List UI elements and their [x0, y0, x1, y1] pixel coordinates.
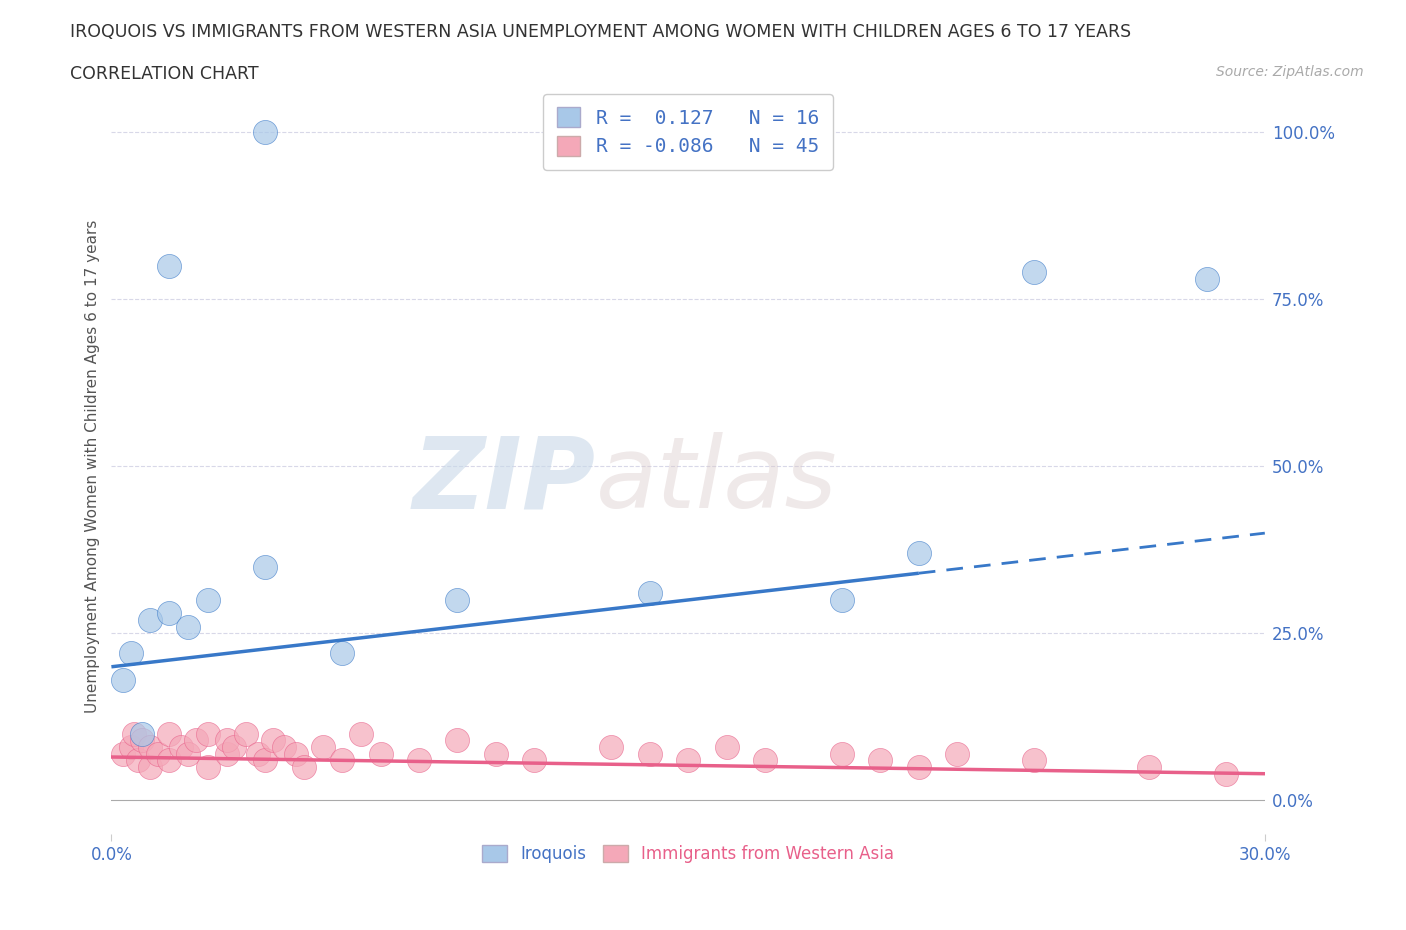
Point — [246, 746, 269, 761]
Point — [124, 726, 146, 741]
Point — [1139, 760, 1161, 775]
Text: Source: ZipAtlas.com: Source: ZipAtlas.com — [1216, 65, 1364, 79]
Point — [408, 753, 430, 768]
Point — [638, 746, 661, 761]
Point — [120, 739, 142, 754]
Point — [131, 733, 153, 748]
Point — [1215, 766, 1237, 781]
Point — [139, 760, 162, 775]
Point — [235, 726, 257, 741]
Point — [169, 739, 191, 754]
Point — [254, 125, 277, 140]
Text: CORRELATION CHART: CORRELATION CHART — [70, 65, 259, 83]
Point — [215, 746, 238, 761]
Point — [638, 586, 661, 601]
Point — [485, 746, 508, 761]
Point — [111, 746, 134, 761]
Point — [131, 726, 153, 741]
Point — [716, 739, 738, 754]
Legend: Iroquois, Immigrants from Western Asia: Iroquois, Immigrants from Western Asia — [475, 838, 901, 870]
Point — [523, 753, 546, 768]
Point — [330, 646, 353, 661]
Point — [215, 733, 238, 748]
Point — [831, 592, 853, 607]
Point — [111, 672, 134, 687]
Point — [157, 605, 180, 620]
Point — [197, 592, 219, 607]
Point — [676, 753, 699, 768]
Point — [254, 559, 277, 574]
Point — [177, 746, 200, 761]
Point — [1024, 265, 1046, 280]
Point — [262, 733, 284, 748]
Point — [157, 726, 180, 741]
Point — [446, 592, 468, 607]
Point — [907, 760, 929, 775]
Point — [139, 739, 162, 754]
Point — [254, 753, 277, 768]
Point — [869, 753, 891, 768]
Text: ZIP: ZIP — [413, 432, 596, 529]
Point — [157, 753, 180, 768]
Point — [184, 733, 207, 748]
Point — [1024, 753, 1046, 768]
Point — [312, 739, 335, 754]
Point — [831, 746, 853, 761]
Text: IROQUOIS VS IMMIGRANTS FROM WESTERN ASIA UNEMPLOYMENT AMONG WOMEN WITH CHILDREN : IROQUOIS VS IMMIGRANTS FROM WESTERN ASIA… — [70, 23, 1132, 41]
Text: atlas: atlas — [596, 432, 838, 529]
Point — [907, 546, 929, 561]
Point — [273, 739, 295, 754]
Point — [197, 760, 219, 775]
Point — [600, 739, 623, 754]
Point — [224, 739, 246, 754]
Point — [120, 646, 142, 661]
Point — [292, 760, 315, 775]
Point — [446, 733, 468, 748]
Point — [946, 746, 969, 761]
Point — [284, 746, 307, 761]
Point — [146, 746, 169, 761]
Point — [157, 259, 180, 273]
Point — [139, 613, 162, 628]
Point — [177, 619, 200, 634]
Point — [330, 753, 353, 768]
Point — [1197, 272, 1219, 286]
Y-axis label: Unemployment Among Women with Children Ages 6 to 17 years: Unemployment Among Women with Children A… — [86, 219, 100, 713]
Point — [197, 726, 219, 741]
Point — [350, 726, 373, 741]
Point — [754, 753, 776, 768]
Point — [127, 753, 149, 768]
Point — [370, 746, 392, 761]
